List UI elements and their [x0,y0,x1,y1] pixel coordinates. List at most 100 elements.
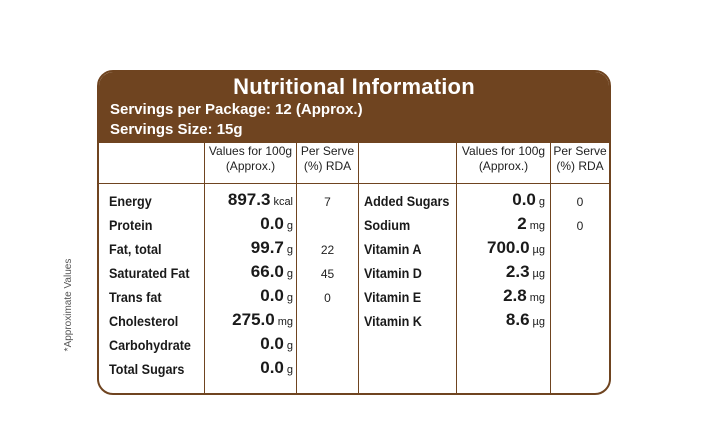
value-unit: kcal [273,196,293,208]
label-header: Nutritional Information Servings per Pac… [99,72,609,143]
rda-value: 0 [576,219,584,233]
table-row: Vitamin E 2.8 mg [359,286,609,310]
label-title: Nutritional Information [233,74,475,99]
value-number: 0.0 [260,214,284,233]
value-unit: g [286,220,293,232]
table-row: Trans fat 0.0 g 0 [99,286,359,310]
table-row: Carbohydrate 0.0 g [99,334,359,358]
serving-size: Servings Size: 15g [110,121,243,138]
value-unit: g [286,292,293,304]
table-row: Total Sugars 0.0 g [99,358,359,382]
nutrient-value: 0.0 g [205,358,293,378]
nutrient-name: Saturated Fat [109,265,190,281]
table-row: Vitamin A 700.0 µg [359,238,609,262]
nutrient-value: 99.7 g [205,238,293,258]
nutrient-value: 66.0 g [205,262,293,282]
column-header-line: (Approx.) [225,159,276,173]
table-row: Sodium 2 mg 0 [359,214,609,238]
column-header-line: Values for 100g [208,144,293,158]
value-number: 2.3 [505,262,530,281]
table-row: Vitamin K 8.6 µg [359,310,609,334]
nutrient-name: Energy [109,193,152,209]
nutrient-value: 275.0 mg [205,310,293,330]
value-number: 2.8 [503,286,527,305]
rda-column-header-right: Per Serve (%) RDA [551,144,609,174]
value-unit: µg [532,268,545,280]
nutrient-value: 8.6 µg [457,310,545,330]
value-unit: g [286,364,293,376]
table-row: Fat, total 99.7 g 22 [99,238,359,262]
rda-column-header-left: Per Serve (%) RDA [297,144,358,174]
column-header-line: (Approx.) [478,159,529,173]
nutrition-table: Values for 100g (Approx.) Per Serve (%) … [99,143,609,393]
nutrient-name: Total Sugars [109,361,185,377]
nutrient-name: Trans fat [109,289,162,305]
nutrient-name: Protein [109,217,153,233]
column-divider [204,143,205,393]
value-number: 0.0 [260,358,284,377]
column-header-line: Per Serve [300,144,355,158]
nutrient-value: 0.0 g [205,286,293,306]
nutrient-name: Carbohydrate [109,337,191,353]
value-unit: mg [529,220,545,232]
nutrient-name: Sodium [364,217,411,233]
table-row: Vitamin D 2.3 µg [359,262,609,286]
nutrient-name: Fat, total [109,241,162,257]
value-unit: mg [277,316,293,328]
column-header-line: Per Serve [553,144,607,158]
column-header-line: (%) RDA [303,159,352,173]
nutrient-name: Vitamin K [364,313,422,329]
nutrient-value: 700.0 µg [457,238,545,258]
nutrient-value: 0.0 g [457,190,545,210]
header-divider [99,183,609,184]
value-unit: g [538,196,545,208]
nutrient-value: 2.3 µg [457,262,545,282]
nutrient-name: Cholesterol [109,313,179,329]
value-number: 66.0 [250,262,284,281]
rda-value: 22 [320,243,335,257]
column-divider [296,143,297,393]
value-number: 700.0 [486,238,530,257]
table-row: Cholesterol 275.0 mg [99,310,359,334]
value-unit: g [286,244,293,256]
nutrient-name: Added Sugars [364,193,450,209]
nutrient-name: Vitamin E [364,289,422,305]
value-number: 0.0 [260,334,284,353]
value-unit: µg [532,316,545,328]
value-number: 8.6 [505,310,530,329]
nutrient-value: 0.0 g [205,334,293,354]
table-row: Saturated Fat 66.0 g 45 [99,262,359,286]
nutrient-name: Vitamin D [364,265,422,281]
rda-value: 0 [576,195,584,209]
column-divider [550,143,551,393]
value-number: 897.3 [227,190,271,209]
table-row: Energy 897.3 kcal 7 [99,190,359,214]
table-row: Added Sugars 0.0 g 0 [359,190,609,214]
value-number: 0.0 [512,190,536,209]
value-unit: g [286,268,293,280]
value-unit: µg [532,244,545,256]
values-column-header-left: Values for 100g (Approx.) [205,144,296,174]
value-number: 99.7 [250,238,284,257]
servings-per-package: Servings per Package: 12 (Approx.) [110,101,363,118]
column-divider [358,143,359,393]
nutrient-value: 897.3 kcal [205,190,293,210]
table-row: Protein 0.0 g [99,214,359,238]
rda-value: 7 [324,195,331,209]
nutrient-value: 0.0 g [205,214,293,234]
values-column-header-right: Values for 100g (Approx.) [457,144,550,174]
value-number: 0.0 [260,286,284,305]
approximate-values-note: *Approximate Values [63,258,74,352]
value-number: 2 [517,214,527,233]
rda-value: 45 [320,267,335,281]
value-unit: mg [529,292,545,304]
value-unit: g [286,340,293,352]
column-header-line: (%) RDA [556,159,604,173]
column-divider [456,143,457,393]
rda-value: 0 [324,291,331,305]
column-header-line: Values for 100g [461,144,546,158]
nutrient-value: 2 mg [457,214,545,234]
nutrition-label: Nutritional Information Servings per Pac… [97,70,611,395]
nutrient-value: 2.8 mg [457,286,545,306]
nutrient-name: Vitamin A [364,241,422,257]
